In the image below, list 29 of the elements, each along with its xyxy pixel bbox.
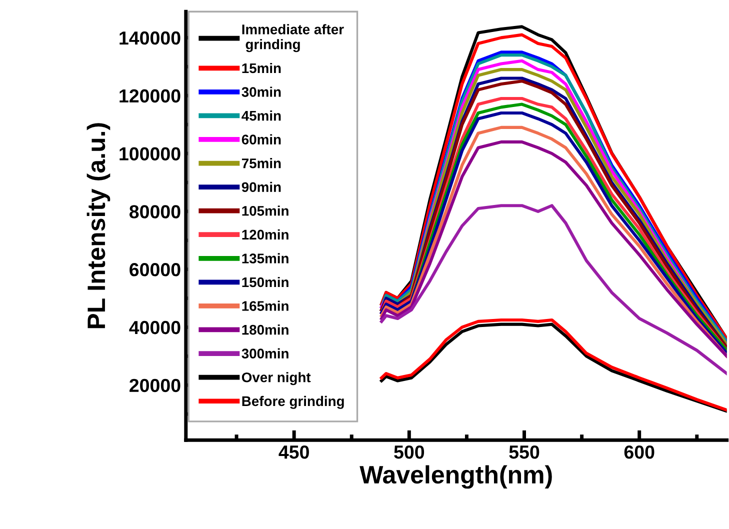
legend-label: 165min (242, 300, 288, 311)
y-tick-label: 140000 (120, 31, 180, 45)
x-tick-label: 550 (509, 445, 540, 459)
x-axis-title: Wavelength(nm) (360, 465, 552, 489)
y-tick-label: 60000 (130, 263, 180, 276)
legend-label: 15min (242, 62, 281, 74)
legend-label: 120min (242, 229, 288, 240)
y-tick-label: 40000 (129, 320, 180, 334)
legend-label: 75min (242, 158, 281, 168)
x-tick-label: 600 (624, 445, 654, 459)
y-tick-label: 120000 (120, 89, 180, 103)
legend-label: Immediate after grinding (242, 24, 344, 52)
y-tick-label: 100000 (120, 147, 180, 160)
legend-label: 30min (242, 86, 281, 97)
legend-label: 180min (242, 324, 288, 335)
x-tick-label: 450 (278, 445, 309, 459)
legend-label: Before grinding (242, 396, 344, 409)
x-tick-label: 500 (394, 445, 424, 459)
legend-label: 300min (242, 348, 288, 359)
legend-label: 45min (242, 110, 281, 121)
y-axis-title: PL Intensity (a.u.) (86, 123, 110, 328)
legend-label: 105min (242, 206, 288, 216)
y-tick-label: 20000 (130, 378, 180, 392)
legend-label: 150min (242, 276, 288, 288)
y-tick-label: 80000 (129, 205, 180, 218)
legend-label: 90min (242, 182, 281, 192)
legend-label: Over night (242, 372, 311, 386)
legend-label: 60min (242, 134, 281, 144)
legend-label: 135min (242, 253, 288, 264)
